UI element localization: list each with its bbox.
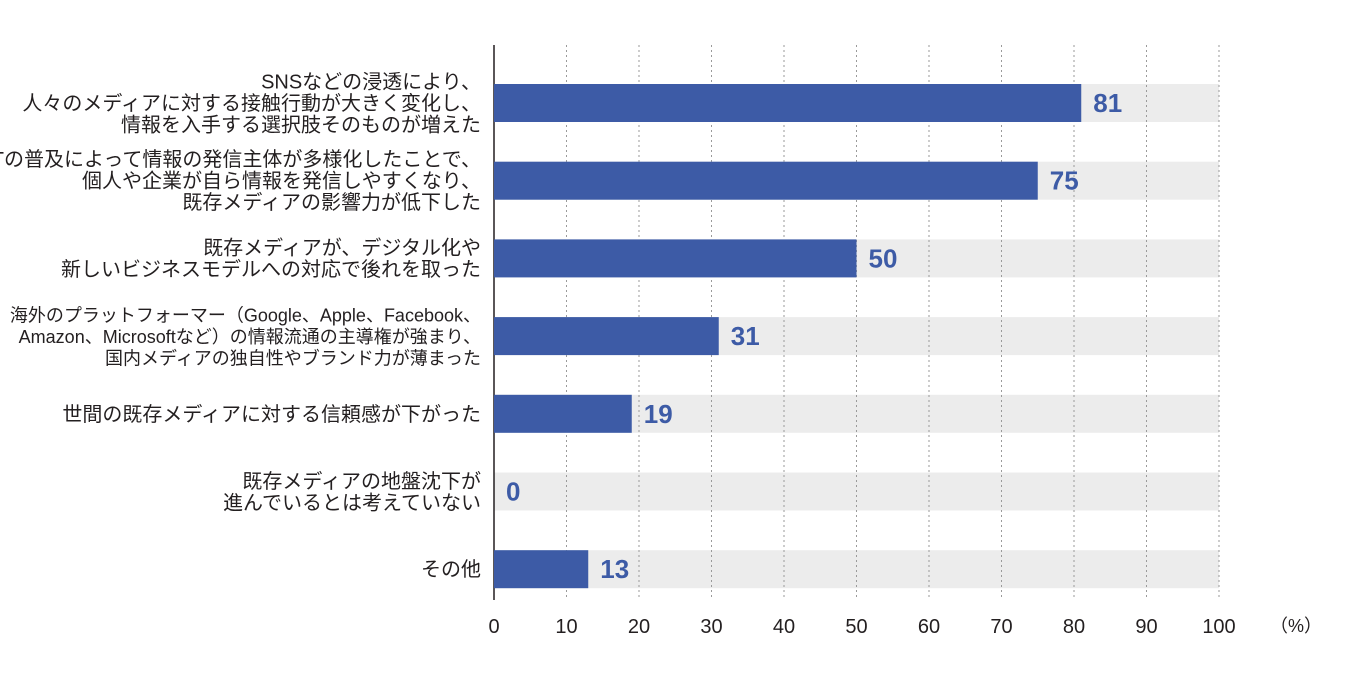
x-tick-label: 90	[1135, 616, 1157, 638]
bar	[494, 161, 1038, 200]
value-label: 19	[644, 399, 673, 429]
value-label: 81	[1093, 88, 1122, 118]
bars	[494, 84, 1082, 589]
x-tick-label: 40	[773, 616, 795, 638]
bar	[494, 84, 1082, 122]
value-labels: 81 75 50 31 19 0 13	[506, 88, 1122, 584]
category-label: 情報を入手する選択肢そのものが増えた	[121, 114, 481, 137]
category-label: 個人や企業が自ら情報を発信しやすくなり、	[82, 170, 481, 193]
value-label: 0	[506, 477, 520, 507]
bar	[494, 394, 632, 433]
x-axis: 0 10 20 30 40 50 60 70 80 90 100	[488, 616, 1235, 638]
category-label: 既存メディアが、デジタル化や	[203, 237, 481, 260]
x-tick-label: 50	[845, 616, 867, 638]
value-label: 75	[1050, 166, 1079, 196]
category-labels: SNSなどの浸透により、人々のメディアに対する接触行動が大きく変化し、情報を入手…	[0, 71, 481, 582]
x-tick-label: 0	[488, 616, 499, 638]
category-label: SNSなどの浸透により、	[261, 71, 481, 94]
x-tick-label: 20	[628, 616, 650, 638]
value-label: 50	[869, 243, 898, 273]
category-label: ITの普及によって情報の発信主体が多様化したことで、	[0, 148, 481, 171]
x-tick-label: 10	[555, 616, 577, 638]
x-tick-label: 100	[1202, 616, 1235, 638]
category-label: 既存メディアの地盤沈下が	[242, 470, 481, 493]
category-label: 国内メディアの独自性やブランド力が薄まった	[105, 348, 481, 369]
category-label: その他	[421, 558, 481, 581]
category-label: 新しいビジネスモデルへの対応で後れを取った	[61, 258, 481, 281]
x-tick-label: 30	[700, 616, 722, 638]
category-label: 人々のメディアに対する接触行動が大きく変化し、	[22, 92, 481, 115]
category-label: 海外のプラットフォーマー（Google、Apple、Facebook、	[10, 306, 481, 326]
bar	[494, 239, 857, 278]
category-label: Amazon、Microsoftなど）の情報流通の主導権が強まり、	[19, 327, 481, 347]
x-tick-label: 70	[990, 616, 1012, 638]
x-tick-label: 60	[918, 616, 940, 638]
value-label: 31	[731, 321, 760, 351]
bar	[494, 550, 589, 589]
category-label: 世間の既存メディアに対する信頼感が下がった	[62, 403, 481, 426]
unit-label: （%）	[1270, 616, 1322, 636]
x-tick-label: 80	[1063, 616, 1085, 638]
category-label: 進んでいるとは考えていない	[223, 491, 481, 514]
category-label: 既存メディアの影響力が低下した	[182, 191, 481, 214]
value-label: 13	[600, 554, 629, 584]
bar	[494, 317, 719, 356]
